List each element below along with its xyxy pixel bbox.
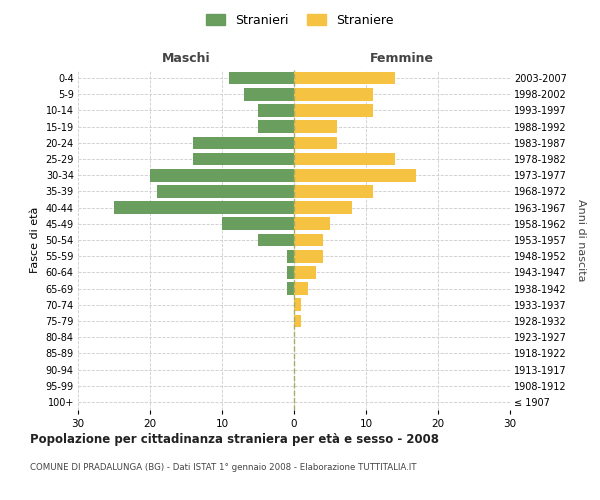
Bar: [294, 250, 323, 262]
Bar: [287, 250, 294, 262]
Bar: [150, 169, 294, 181]
Bar: [193, 152, 294, 166]
Bar: [294, 218, 330, 230]
Bar: [294, 282, 308, 295]
Bar: [294, 152, 395, 166]
Bar: [157, 185, 294, 198]
Bar: [193, 136, 294, 149]
Bar: [294, 72, 395, 85]
Bar: [294, 298, 301, 311]
Bar: [294, 202, 352, 214]
Bar: [294, 266, 316, 278]
Bar: [294, 104, 373, 117]
Bar: [258, 104, 294, 117]
Bar: [294, 185, 373, 198]
Bar: [258, 120, 294, 133]
Bar: [244, 88, 294, 101]
Bar: [294, 314, 301, 328]
Y-axis label: Fasce di età: Fasce di età: [30, 207, 40, 273]
Y-axis label: Anni di nascita: Anni di nascita: [577, 198, 586, 281]
Text: COMUNE DI PRADALUNGA (BG) - Dati ISTAT 1° gennaio 2008 - Elaborazione TUTTITALIA: COMUNE DI PRADALUNGA (BG) - Dati ISTAT 1…: [30, 462, 416, 471]
Text: Femmine: Femmine: [370, 52, 434, 65]
Bar: [287, 282, 294, 295]
Bar: [222, 218, 294, 230]
Bar: [294, 88, 373, 101]
Bar: [294, 120, 337, 133]
Bar: [258, 234, 294, 246]
Text: Popolazione per cittadinanza straniera per età e sesso - 2008: Popolazione per cittadinanza straniera p…: [30, 432, 439, 446]
Legend: Stranieri, Straniere: Stranieri, Straniere: [202, 8, 398, 32]
Bar: [114, 202, 294, 214]
Bar: [294, 136, 337, 149]
Bar: [287, 266, 294, 278]
Bar: [294, 169, 416, 181]
Bar: [229, 72, 294, 85]
Bar: [294, 234, 323, 246]
Text: Maschi: Maschi: [161, 52, 211, 65]
